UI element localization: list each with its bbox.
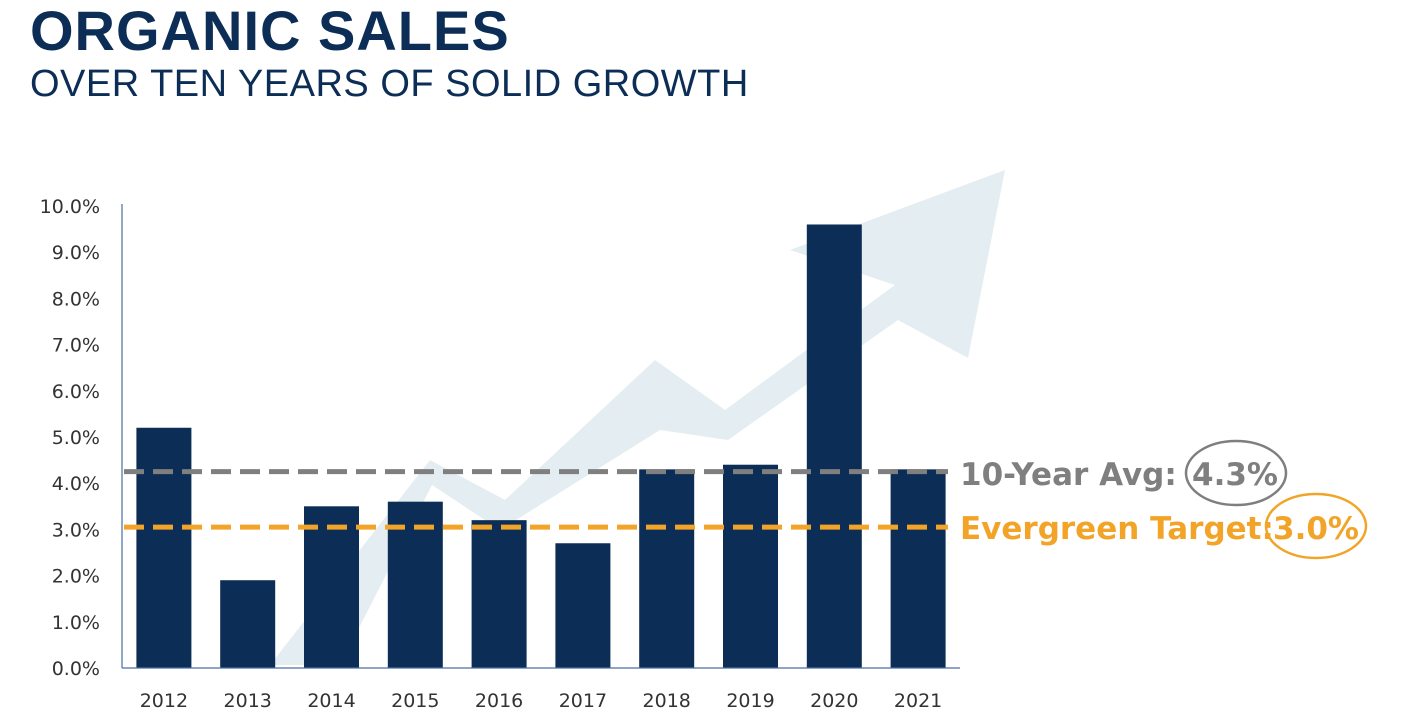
bar-2019 [723, 464, 778, 668]
x-tick-label-2012: 2012 [140, 690, 188, 712]
x-tick-label-2016: 2016 [475, 690, 523, 712]
y-tick-label: 10.0% [40, 196, 100, 218]
x-tick-label-2018: 2018 [643, 690, 691, 712]
bar-2013 [220, 580, 276, 668]
bar-2016 [471, 520, 527, 668]
x-tick-label-2017: 2017 [559, 690, 607, 712]
y-tick-label: 2.0% [52, 566, 100, 588]
x-tick-label-2013: 2013 [224, 690, 272, 712]
y-tick-label: 1.0% [52, 612, 100, 634]
y-tick-label: 8.0% [52, 288, 100, 310]
y-tick-label: 9.0% [52, 242, 100, 264]
bar-2014 [304, 506, 359, 668]
x-tick-label-2019: 2019 [726, 690, 774, 712]
avg-label: 10-Year Avg: [960, 457, 1177, 493]
bar-2021 [890, 469, 946, 668]
target-label: Evergreen Target: [960, 511, 1274, 547]
y-tick-label: 0.0% [52, 658, 100, 680]
y-tick-label: 7.0% [52, 335, 100, 357]
y-tick-label: 5.0% [52, 427, 100, 449]
x-tick-label-2014: 2014 [307, 690, 355, 712]
avg-value-circle [1184, 439, 1288, 507]
y-tick-label: 3.0% [52, 519, 100, 541]
x-tick-label-2021: 2021 [894, 690, 942, 712]
x-tick-label-2020: 2020 [810, 690, 858, 712]
growth-arrow-icon [270, 170, 1005, 665]
target-value-circle [1264, 492, 1368, 560]
avg-value: 4.3% [1192, 457, 1278, 493]
x-tick-label-2015: 2015 [391, 690, 439, 712]
y-tick-label: 6.0% [52, 381, 100, 403]
bar-2018 [639, 469, 695, 668]
page-title: ORGANIC SALES [30, 0, 510, 62]
bar-2012 [136, 427, 192, 668]
bar-2020 [806, 224, 862, 669]
y-tick-label: 4.0% [52, 473, 100, 495]
bar-2017 [555, 543, 611, 668]
page-subtitle: OVER TEN YEARS OF SOLID GROWTH [30, 63, 749, 105]
target-value: 3.0% [1273, 511, 1359, 547]
